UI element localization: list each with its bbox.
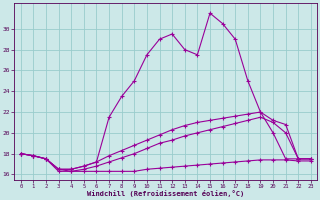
X-axis label: Windchill (Refroidissement éolien,°C): Windchill (Refroidissement éolien,°C) bbox=[87, 190, 244, 197]
